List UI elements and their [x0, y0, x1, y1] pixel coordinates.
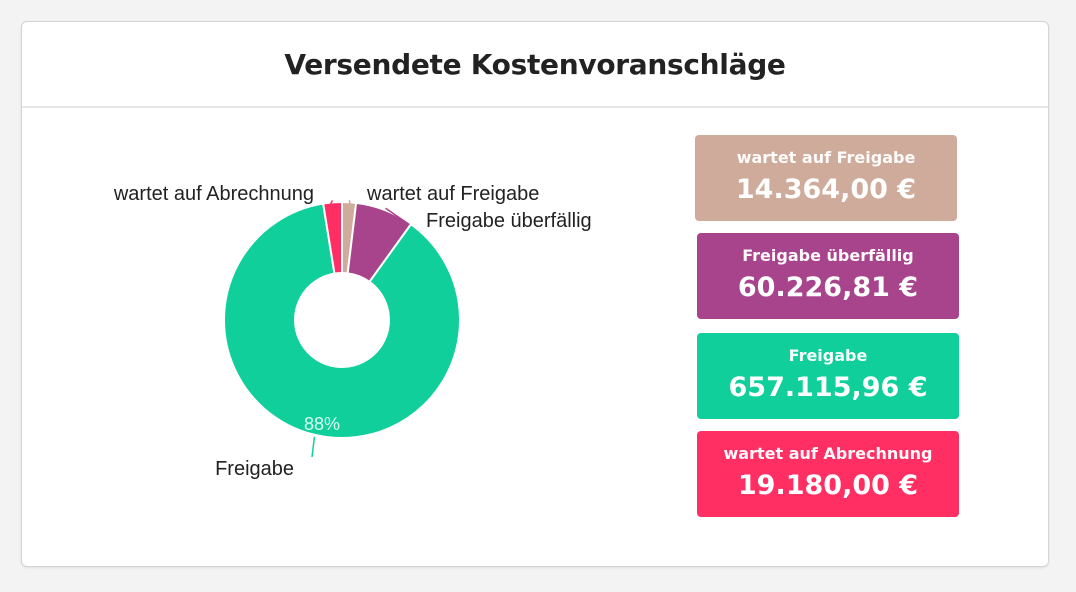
chart-card: Versendete Kostenvoranschläge wartet auf…: [21, 21, 1049, 567]
kpi-value: 657.115,96 €: [728, 372, 928, 403]
leader-line-wartet-auf-freigabe: [348, 200, 354, 219]
kpi-label: Freigabe überfällig: [742, 246, 914, 265]
slice-freigabe[interactable]: [223, 202, 461, 439]
kpi-label: wartet auf Abrechnung: [723, 444, 933, 463]
card-title: Versendete Kostenvoranschläge: [284, 47, 786, 81]
kpi-value: 14.364,00 €: [735, 174, 917, 205]
kpi-freigabe: Freigabe 657.115,96 €: [697, 333, 959, 419]
leader-line-wartet-auf-abrechnung: [326, 200, 334, 213]
kpi-label: Freigabe: [788, 346, 868, 365]
donut-chart: wartet auf Freigabe Freigabe überfällig Fr…: [113, 183, 592, 480]
slice-wartet-auf-abrechnung[interactable]: [321, 200, 343, 275]
percent-label-freigabe: 88%: [304, 414, 340, 434]
kpi-value: 60.226,81 €: [737, 272, 919, 303]
kpi-label: wartet auf Freigabe: [736, 148, 916, 167]
kpi-freigabe-ueberfaellig: Freigabe überfällig 60.226,81 €: [697, 233, 959, 319]
label-freigabe-ueberfaellig: Freigabe überfällig: [426, 210, 592, 232]
card-header: Versendete Kostenvoranschläge: [22, 22, 1048, 108]
kpi-wartet-auf-abrechnung: wartet auf Abrechnung 19.180,00 €: [697, 431, 959, 517]
kpi-value: 19.180,00 €: [737, 470, 919, 501]
label-wartet-auf-abrechnung: wartet auf Abrechnung: [113, 183, 314, 205]
kpi-wartet-auf-freigabe: wartet auf Freigabe 14.364,00 €: [695, 135, 957, 221]
label-wartet-auf-freigabe: wartet auf Freigabe: [366, 183, 539, 205]
leader-line-freigabe-ueberfaellig: [385, 207, 411, 226]
label-freigabe: Freigabe: [215, 458, 294, 480]
leader-line-freigabe: [311, 436, 316, 458]
